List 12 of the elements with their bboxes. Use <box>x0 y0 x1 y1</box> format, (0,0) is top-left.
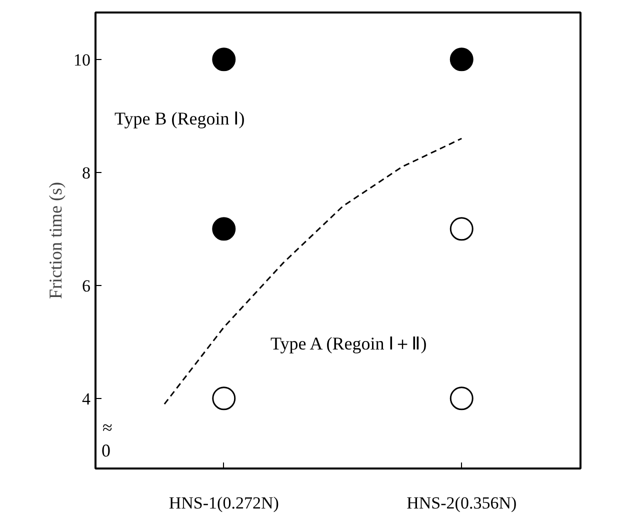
y-tick-label: 6 <box>82 276 90 296</box>
annotation: Type B (Regoin Ⅰ) <box>114 108 245 128</box>
annotation: Type A (Regoin Ⅰ＋Ⅱ) <box>270 334 427 354</box>
y-axis-title: Friction time (s) <box>46 182 66 299</box>
x-tick-label: HNS-1(0.272N) <box>168 494 279 512</box>
line-series <box>164 138 462 405</box>
y-tick-label: 8 <box>82 163 90 182</box>
annotation: ≈ <box>102 418 113 438</box>
y-tick-label: 4 <box>82 389 91 408</box>
x-tick-label: HNS-2(0.356N) <box>406 494 517 512</box>
annotation: 0 <box>102 440 110 460</box>
y-tick-label: 10 <box>74 50 90 70</box>
